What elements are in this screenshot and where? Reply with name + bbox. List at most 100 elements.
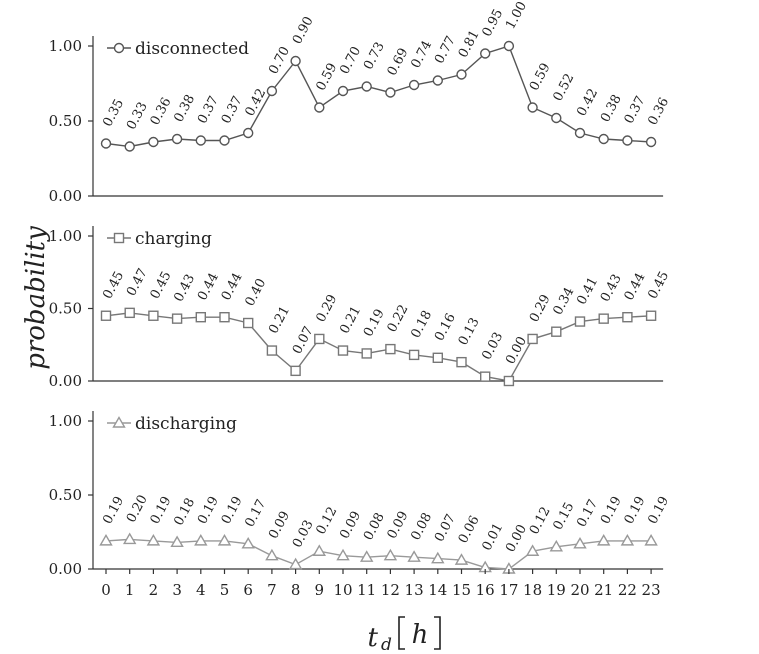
data-point — [217, 533, 232, 546]
data-point — [288, 557, 303, 570]
data-label: 0.17 — [574, 497, 601, 530]
data-point — [337, 85, 349, 97]
data-label: 0.21 — [266, 304, 293, 337]
data-label: 0.19 — [361, 307, 388, 340]
data-point — [645, 310, 657, 321]
data-label: 0.21 — [337, 304, 364, 337]
data-point — [242, 127, 254, 139]
data-point — [100, 138, 112, 149]
data-label: 0.40 — [242, 276, 269, 309]
data-label: 0.42 — [574, 86, 601, 119]
y-tick-label: 0.50 — [49, 300, 82, 318]
y-tick-label: 0.50 — [49, 486, 82, 504]
data-point — [124, 307, 135, 319]
data-label: 0.15 — [551, 500, 578, 533]
data-label: 0.59 — [527, 61, 554, 94]
data-point — [242, 317, 254, 329]
data-label: 0.08 — [361, 510, 388, 543]
x-tick-label: 4 — [196, 581, 206, 599]
panel-disconnected: 0.000.501.000.350.330.360.380.370.370.42… — [49, 0, 673, 205]
data-label: 0.90 — [290, 14, 317, 47]
data-label: 1.00 — [503, 0, 530, 32]
data-label: 0.17 — [242, 497, 269, 530]
data-label: 0.12 — [314, 505, 341, 538]
data-point — [527, 333, 538, 345]
x-tick-label: 12 — [381, 581, 400, 599]
data-label: 0.19 — [598, 494, 625, 527]
data-label: 0.09 — [266, 509, 293, 542]
series-line-discharging — [105, 538, 652, 570]
data-label: 0.38 — [171, 92, 198, 125]
data-point — [480, 48, 491, 59]
data-point — [503, 375, 515, 387]
data-label: 0.37 — [622, 94, 649, 127]
data-point — [551, 112, 562, 124]
x-axis: 0 1 2 3 4 5 6 7 8 9 10 11 12 13 14 15 16 17 18 19 20 21 22 23 — [101, 569, 661, 599]
data-point — [266, 345, 278, 356]
data-label: 0.09 — [337, 509, 364, 542]
y-axis-title: probability — [21, 226, 51, 370]
data-label: 0.09 — [385, 509, 412, 542]
data-point — [431, 551, 445, 564]
data-point — [385, 343, 396, 355]
x-tick-label: 0 — [101, 581, 111, 599]
x-tick-label: 19 — [547, 581, 566, 599]
data-point — [124, 141, 135, 152]
data-label: 0.37 — [219, 94, 246, 127]
data-point — [385, 87, 396, 98]
data-point — [337, 345, 349, 356]
data-label: 0.43 — [598, 272, 625, 305]
y-tick-label: 0.00 — [49, 187, 82, 205]
data-point — [408, 349, 420, 361]
data-label: 0.19 — [100, 494, 127, 527]
data-label: 0.44 — [195, 270, 222, 303]
legend-marker — [113, 232, 125, 244]
data-point — [527, 102, 538, 113]
chart-panels: 0.000.501.000.350.330.360.380.370.370.42… — [49, 0, 673, 578]
data-point — [195, 312, 207, 323]
legend-label-charging: charging — [135, 229, 212, 249]
data-label: 0.19 — [195, 494, 222, 527]
data-label: 0.01 — [479, 521, 506, 554]
data-label: 0.07 — [290, 324, 317, 357]
data-point — [596, 533, 611, 546]
data-label: 0.74 — [408, 38, 435, 71]
x-tick-label: 3 — [172, 581, 182, 599]
data-point — [219, 312, 230, 323]
data-point — [100, 310, 112, 321]
data-label: 0.36 — [645, 95, 672, 128]
data-point — [622, 312, 633, 323]
data-point — [148, 310, 159, 321]
data-point — [525, 544, 540, 556]
data-point — [622, 135, 633, 146]
data-point — [265, 548, 279, 561]
data-label: 0.69 — [385, 46, 412, 79]
panel-charging: 0.000.501.000.450.470.450.430.440.440.40… — [49, 226, 672, 390]
data-point — [194, 533, 208, 546]
data-label: 0.16 — [432, 311, 459, 344]
data-label: 0.29 — [314, 292, 341, 325]
y-tick-label: 0.50 — [49, 112, 82, 130]
data-point — [290, 365, 301, 377]
data-label: 0.45 — [100, 269, 127, 302]
data-point — [598, 133, 609, 145]
data-point — [336, 548, 350, 561]
data-point — [266, 85, 278, 97]
x-tick-label: 7 — [267, 581, 277, 599]
data-label: 0.19 — [645, 494, 672, 527]
data-label: 0.44 — [622, 270, 649, 303]
data-point — [549, 539, 564, 552]
x-tick-label: 10 — [333, 581, 352, 599]
data-point — [241, 536, 255, 549]
data-point — [314, 102, 325, 113]
data-point — [644, 533, 658, 546]
data-point — [359, 550, 374, 562]
x-tick-label: 5 — [220, 581, 230, 599]
data-point — [195, 135, 207, 146]
x-tick-label: 8 — [291, 581, 301, 599]
data-label: 0.08 — [408, 510, 435, 543]
x-axis-title-main: t — [368, 623, 379, 653]
panel-discharging: 0.000.501.000.190.200.190.180.190.190.17… — [49, 411, 672, 578]
y-tick-label: 0.00 — [49, 372, 82, 390]
data-point — [148, 136, 159, 148]
